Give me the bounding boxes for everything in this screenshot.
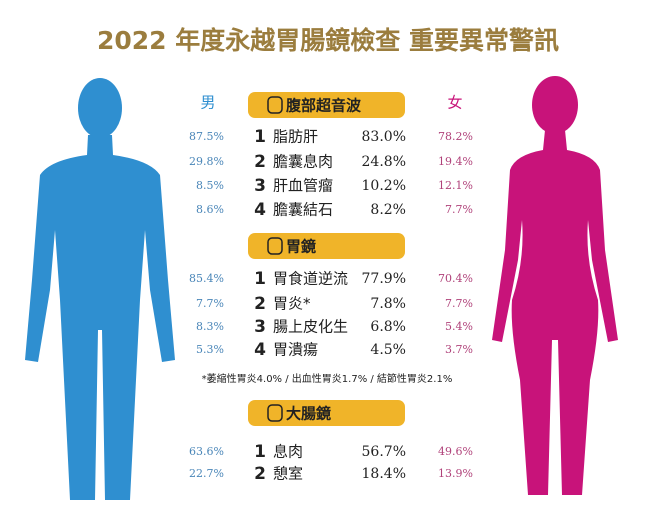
female-percent: 49.6% xyxy=(438,445,473,458)
female-percent: 7.7% xyxy=(445,297,473,310)
male-label: 男 xyxy=(200,94,215,112)
female-percent: 78.2% xyxy=(438,130,473,143)
male-percent: 7.7% xyxy=(196,297,224,310)
total-percent: 8.2% xyxy=(370,202,406,218)
rank: 4 xyxy=(254,200,266,220)
section-header-bg xyxy=(248,233,405,259)
item-name: 胃炎* xyxy=(273,295,311,313)
female-percent: 3.7% xyxy=(445,343,473,356)
rank: 1 xyxy=(254,442,266,462)
item-name: 胃潰瘍 xyxy=(273,341,318,359)
male-percent: 29.8% xyxy=(189,155,224,168)
rank: 2 xyxy=(254,464,266,484)
section-icon xyxy=(267,96,283,114)
item-name: 膽囊息肉 xyxy=(273,153,333,171)
section-icon xyxy=(267,404,283,422)
item-name: 息肉 xyxy=(273,443,303,461)
female-percent: 5.4% xyxy=(445,320,473,333)
female-percent: 13.9% xyxy=(438,467,473,480)
total-percent: 56.7% xyxy=(362,444,406,460)
male-percent: 8.3% xyxy=(196,320,224,333)
section-icon xyxy=(267,237,283,255)
rank: 2 xyxy=(254,294,266,314)
item-name: 胃食道逆流 xyxy=(273,270,348,288)
rank: 1 xyxy=(254,127,266,147)
rank: 3 xyxy=(254,176,266,196)
female-percent: 7.7% xyxy=(445,203,473,216)
total-percent: 4.5% xyxy=(370,342,406,358)
male-percent: 85.4% xyxy=(189,272,224,285)
item-name: 脂肪肝 xyxy=(273,128,318,146)
male-percent: 63.6% xyxy=(189,445,224,458)
total-percent: 18.4% xyxy=(362,466,406,482)
total-percent: 83.0% xyxy=(362,129,406,145)
male-percent: 8.6% xyxy=(196,203,224,216)
rank: 1 xyxy=(254,269,266,289)
male-percent: 22.7% xyxy=(189,467,224,480)
male-figure xyxy=(25,78,175,500)
item-name: 膽囊結石 xyxy=(273,201,333,219)
male-percent: 87.5% xyxy=(189,130,224,143)
title: 2022 年度永越胃腸鏡檢查 重要異常警訊 xyxy=(97,26,559,55)
footnote: *萎縮性胃炎4.0% / 出血性胃炎1.7% / 結節性胃炎2.1% xyxy=(202,372,453,385)
item-name: 肝血管瘤 xyxy=(273,177,333,195)
item-name: 腸上皮化生 xyxy=(273,318,348,336)
female-percent: 70.4% xyxy=(438,272,473,285)
female-figure xyxy=(492,76,618,495)
total-percent: 24.8% xyxy=(362,154,406,170)
section-title: 胃鏡 xyxy=(286,238,316,256)
male-percent: 5.3% xyxy=(196,343,224,356)
total-percent: 10.2% xyxy=(362,178,406,194)
female-percent: 19.4% xyxy=(438,155,473,168)
section-title: 腹部超音波 xyxy=(286,97,362,115)
section-header-bg xyxy=(248,400,405,426)
total-percent: 77.9% xyxy=(362,271,406,287)
female-label: 女 xyxy=(447,94,462,112)
male-percent: 8.5% xyxy=(196,179,224,192)
rank: 4 xyxy=(254,340,266,360)
total-percent: 7.8% xyxy=(370,296,406,312)
item-name: 憩室 xyxy=(273,465,303,483)
rank: 2 xyxy=(254,152,266,172)
section-title: 大腸鏡 xyxy=(286,405,331,423)
total-percent: 6.8% xyxy=(370,319,406,335)
female-percent: 12.1% xyxy=(438,179,473,192)
rank: 3 xyxy=(254,317,266,337)
section-header-bg xyxy=(248,92,405,118)
